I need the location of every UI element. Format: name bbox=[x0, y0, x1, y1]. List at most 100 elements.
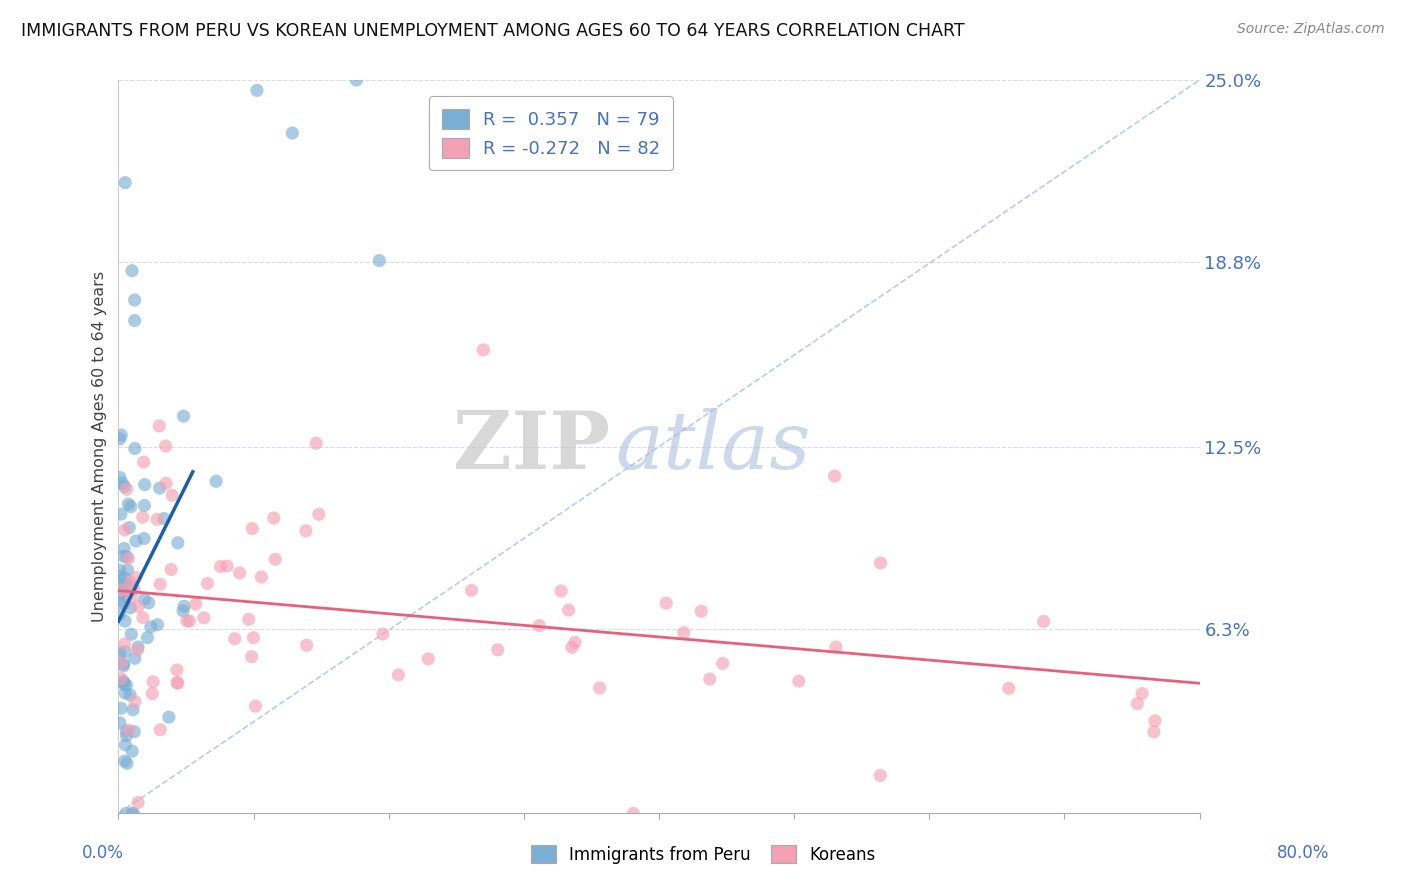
Point bbox=[120, 600, 142, 615]
Point bbox=[215, 559, 238, 574]
Point bbox=[149, 577, 172, 591]
Point bbox=[124, 695, 146, 709]
Point bbox=[166, 676, 188, 690]
Point bbox=[142, 674, 165, 689]
Point bbox=[122, 806, 145, 821]
Point bbox=[166, 675, 188, 690]
Point bbox=[110, 507, 132, 521]
Point bbox=[486, 643, 509, 657]
Point bbox=[529, 618, 551, 632]
Point bbox=[122, 703, 145, 717]
Point bbox=[246, 83, 269, 97]
Point bbox=[114, 577, 136, 591]
Point bbox=[134, 477, 156, 491]
Point bbox=[121, 580, 143, 594]
Point bbox=[114, 614, 136, 628]
Text: ZIP: ZIP bbox=[453, 408, 610, 486]
Point bbox=[141, 687, 163, 701]
Point bbox=[121, 806, 143, 821]
Point bbox=[184, 597, 207, 611]
Point bbox=[120, 575, 142, 590]
Point bbox=[125, 534, 148, 549]
Point bbox=[787, 674, 810, 689]
Point bbox=[672, 625, 695, 640]
Point bbox=[108, 715, 131, 730]
Point bbox=[148, 419, 170, 434]
Point bbox=[240, 522, 263, 536]
Point bbox=[139, 620, 162, 634]
Text: Source: ZipAtlas.com: Source: ZipAtlas.com bbox=[1237, 22, 1385, 37]
Point bbox=[472, 343, 495, 357]
Text: IMMIGRANTS FROM PERU VS KOREAN UNEMPLOYMENT AMONG AGES 60 TO 64 YEARS CORRELATIO: IMMIGRANTS FROM PERU VS KOREAN UNEMPLOYM… bbox=[21, 22, 965, 40]
Point bbox=[112, 659, 135, 673]
Point bbox=[118, 723, 141, 738]
Point bbox=[108, 646, 131, 660]
Point bbox=[112, 549, 135, 564]
Text: 80.0%: 80.0% bbox=[1277, 844, 1330, 862]
Point bbox=[112, 677, 135, 691]
Point bbox=[263, 511, 285, 525]
Point bbox=[111, 584, 134, 599]
Point bbox=[132, 532, 155, 546]
Legend: R =  0.357   N = 79, R = -0.272   N = 82: R = 0.357 N = 79, R = -0.272 N = 82 bbox=[429, 96, 673, 170]
Point bbox=[295, 638, 318, 652]
Point bbox=[110, 428, 132, 442]
Point bbox=[125, 570, 148, 584]
Point bbox=[1126, 697, 1149, 711]
Point bbox=[121, 263, 143, 277]
Point bbox=[138, 596, 160, 610]
Point bbox=[146, 617, 169, 632]
Point bbox=[690, 604, 713, 618]
Point bbox=[115, 724, 138, 739]
Point bbox=[114, 738, 136, 752]
Point bbox=[209, 559, 232, 574]
Point bbox=[305, 436, 328, 450]
Point bbox=[136, 631, 159, 645]
Point bbox=[115, 678, 138, 692]
Point bbox=[711, 657, 734, 671]
Point bbox=[371, 627, 394, 641]
Point bbox=[108, 569, 131, 583]
Point bbox=[110, 656, 132, 670]
Point bbox=[179, 614, 201, 628]
Point bbox=[117, 563, 139, 577]
Point bbox=[115, 806, 138, 821]
Point bbox=[1130, 687, 1153, 701]
Point bbox=[160, 562, 183, 576]
Point bbox=[132, 610, 155, 624]
Point bbox=[176, 614, 198, 628]
Point bbox=[111, 475, 134, 490]
Point bbox=[115, 549, 138, 564]
Point bbox=[197, 576, 219, 591]
Point bbox=[172, 604, 194, 618]
Point bbox=[997, 681, 1019, 696]
Point bbox=[111, 588, 134, 602]
Point bbox=[110, 701, 132, 715]
Point bbox=[120, 500, 142, 514]
Point bbox=[149, 481, 172, 495]
Point bbox=[115, 482, 138, 496]
Point bbox=[115, 756, 138, 771]
Point bbox=[281, 126, 304, 140]
Y-axis label: Unemployment Among Ages 60 to 64 years: Unemployment Among Ages 60 to 64 years bbox=[93, 271, 107, 623]
Point bbox=[108, 563, 131, 577]
Point bbox=[157, 710, 180, 724]
Point bbox=[1143, 724, 1166, 739]
Text: 0.0%: 0.0% bbox=[82, 844, 124, 862]
Point bbox=[124, 442, 146, 456]
Point bbox=[1032, 615, 1054, 629]
Point bbox=[124, 313, 146, 327]
Point bbox=[155, 476, 177, 491]
Point bbox=[621, 806, 644, 821]
Point bbox=[824, 469, 846, 483]
Point bbox=[418, 652, 440, 666]
Point bbox=[173, 409, 195, 423]
Point bbox=[173, 599, 195, 614]
Point bbox=[112, 657, 135, 671]
Point bbox=[166, 663, 188, 677]
Point bbox=[118, 688, 141, 702]
Point bbox=[561, 640, 583, 655]
Point bbox=[589, 681, 612, 695]
Point bbox=[108, 470, 131, 484]
Point bbox=[114, 645, 136, 659]
